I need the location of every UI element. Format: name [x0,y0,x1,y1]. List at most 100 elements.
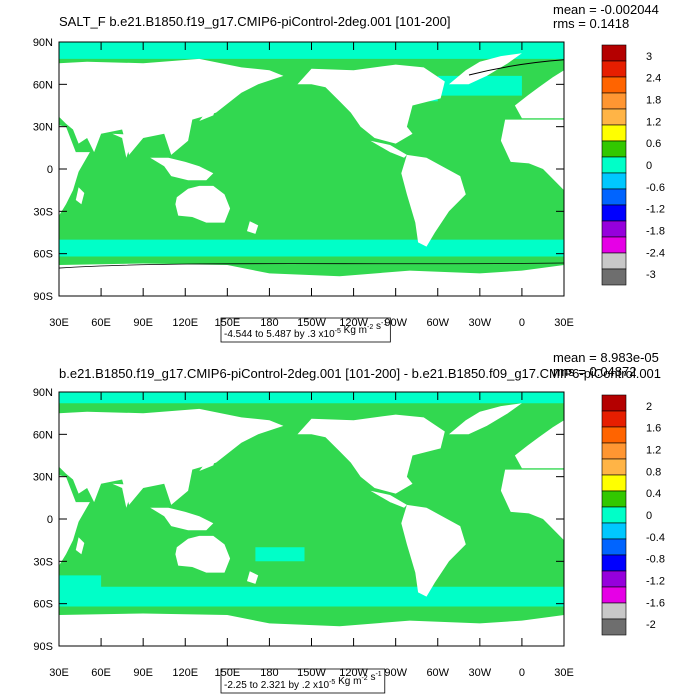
lat-tick-label: 90S [33,291,53,303]
legend-swatch [601,426,627,444]
land-mask [514,420,564,469]
lon-tick-label: 90W [384,317,407,329]
legend-swatch [601,442,627,460]
legend-label: -1.8 [646,225,665,237]
legend-swatch [601,410,627,428]
legend-swatch [601,204,627,222]
lat-tick-label: 90S [33,641,53,653]
lon-tick-label: 30E [554,667,574,679]
legend-swatch [601,220,627,238]
lat-tick-label: 60S [33,599,53,611]
legend-label: 0.8 [646,466,661,478]
legend-label: 0 [646,160,652,172]
land-mask [59,125,90,216]
range-label: -2.25 to 2.321 by .2 x10-5 Kg m-2 s-1 [220,668,386,694]
color-legend: 2 1.6 1.2 0.8 0.4 0 -0.4 -0.8 -1.2 -1.6 -2 [601,394,665,636]
lat-tick-label: 0 [47,514,53,526]
land-mask [59,475,90,566]
land-mask [401,504,466,597]
legend-label: -0.4 [646,532,665,544]
lon-tick-label: 30E [49,667,69,679]
lat-tick-label: 0 [47,164,53,176]
land-mask [297,414,445,494]
near-zero-region [59,586,564,607]
legend-label: -1.2 [646,575,665,587]
legend-swatch [601,252,627,270]
land-mask [449,403,522,435]
legend-swatch [601,490,627,508]
land-mask [112,133,141,158]
legend-swatch [601,618,627,636]
lon-tick-label: 180 [260,317,278,329]
legend-swatch [601,458,627,476]
lon-tick-label: 120E [172,667,198,679]
rms-label: rms = 0.1418 [553,16,629,31]
legend-label: 2 [646,401,652,413]
map-panel-1: 90N 60N 30N 0 30S 60S 90S 30E 60E 90E 120E 150E 180 1… [33,2,665,343]
land-mask [75,537,85,555]
legend-label: -2.4 [646,247,665,259]
legend-swatch [601,506,627,524]
land-mask [370,140,407,158]
land-mask [199,456,217,471]
lon-tick-label: 90W [384,667,407,679]
panel-title: b.e21.B1850.f19_g17.CMIP6-piControl-2deg… [59,366,661,381]
legend-swatch [601,474,627,492]
legend-swatch [601,522,627,540]
legend-swatch [601,538,627,556]
lon-tick-label: 30W [469,667,492,679]
svg-text:-4.544 to 5.487 by .3 x10-5 Kg: -4.544 to 5.487 by .3 x10-5 Kg m-2 s-1 [224,320,387,340]
legend-label: 1.6 [646,423,661,435]
lon-tick-label: 30E [554,317,574,329]
lon-tick-label: 90E [133,317,153,329]
land-mask [500,119,564,191]
legend-label: -3 [646,269,656,281]
land-mask [59,263,564,296]
land-mask [150,507,214,531]
lon-tick-label: 0 [519,667,525,679]
lon-tick-label: 150W [297,667,326,679]
lat-tick-label: 90N [33,387,53,399]
lon-tick-label: 90E [133,667,153,679]
legend-label: 3 [646,51,652,63]
lat-tick-label: 30S [33,556,53,568]
legend-label: 1.2 [646,116,661,128]
legend-label: 0.6 [646,138,661,150]
legend-swatch [601,156,627,174]
lon-tick-label: 60W [426,667,449,679]
lat-tick-label: 30S [33,206,53,218]
land-mask [297,64,445,144]
legend-label: 0.4 [646,488,661,500]
legend-swatch [601,76,627,94]
lat-tick-label: 60S [33,249,53,261]
legend-swatch [601,140,627,158]
land-mask [500,469,564,541]
legend-label: -0.8 [646,554,665,566]
legend-label: 2.4 [646,73,661,85]
legend-swatch [601,92,627,110]
legend-swatch [601,44,627,62]
legend-swatch [601,554,627,572]
mean-label: mean = 8.983e-05 [553,350,659,365]
lon-tick-label: 120W [339,667,368,679]
legend-label: 1.8 [646,95,661,107]
legend-label: -2 [646,619,656,631]
lon-tick-label: 120E [172,317,198,329]
legend-label: -1.2 [646,204,665,216]
contour-line [58,262,565,269]
lon-tick-label: 60W [426,317,449,329]
near-zero-region [59,575,102,590]
legend-swatch [601,124,627,142]
legend-swatch [601,586,627,604]
land-mask [59,58,284,155]
legend-swatch [601,108,627,126]
legend-swatch [601,570,627,588]
land-mask [370,490,407,508]
lon-tick-label: 120W [339,317,368,329]
legend-label: -1.6 [646,597,665,609]
legend-swatch [601,60,627,78]
lon-tick-label: 30E [49,317,69,329]
land-mask [401,154,466,247]
legend-swatch [601,236,627,254]
